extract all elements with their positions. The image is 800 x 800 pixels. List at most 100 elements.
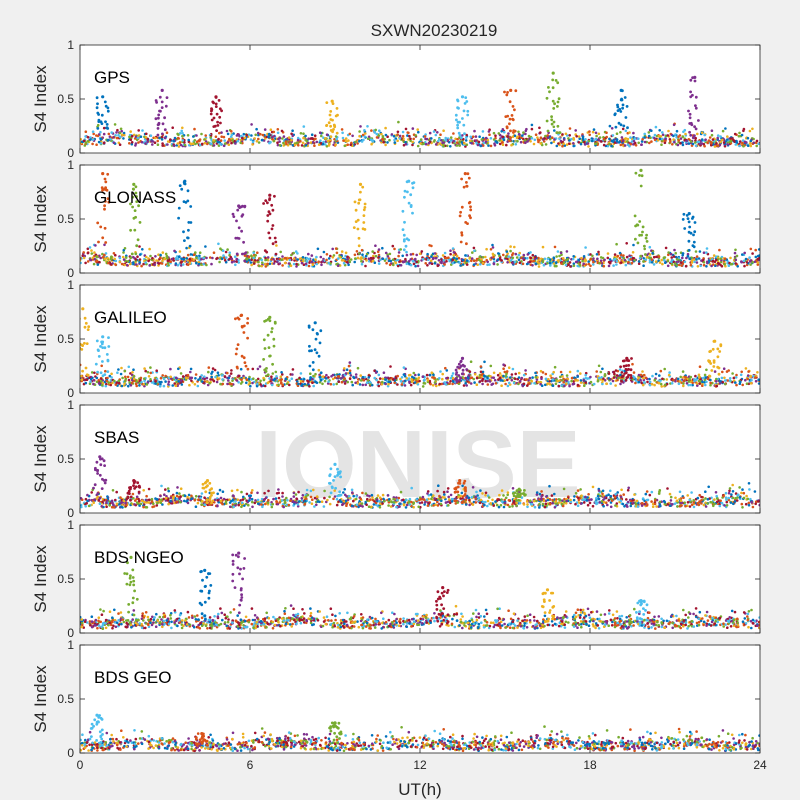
data-point bbox=[211, 367, 215, 370]
data-point bbox=[634, 381, 637, 385]
data-point bbox=[357, 201, 361, 205]
data-point bbox=[372, 254, 375, 258]
data-point bbox=[128, 381, 131, 384]
data-point bbox=[192, 253, 196, 256]
data-point bbox=[551, 136, 554, 139]
data-point bbox=[361, 253, 364, 256]
data-point bbox=[567, 142, 571, 145]
data-point bbox=[681, 143, 685, 147]
data-point-peak bbox=[407, 179, 411, 183]
data-point bbox=[481, 255, 485, 259]
data-point bbox=[535, 378, 539, 381]
data-point bbox=[181, 131, 184, 135]
data-point bbox=[97, 381, 101, 385]
data-point bbox=[83, 144, 87, 147]
data-point bbox=[400, 376, 404, 379]
data-point bbox=[320, 263, 323, 267]
data-point bbox=[405, 377, 409, 380]
data-point bbox=[124, 375, 127, 379]
data-point bbox=[255, 127, 258, 131]
data-point bbox=[506, 114, 510, 118]
data-point bbox=[688, 225, 692, 229]
data-point bbox=[746, 377, 750, 381]
data-point bbox=[658, 374, 661, 377]
data-point bbox=[733, 251, 737, 255]
data-point bbox=[134, 382, 138, 386]
data-point bbox=[396, 383, 399, 386]
data-point bbox=[223, 259, 227, 262]
data-point bbox=[712, 359, 716, 363]
data-point bbox=[500, 384, 503, 388]
data-point bbox=[166, 140, 170, 143]
data-point bbox=[672, 123, 676, 127]
data-point bbox=[404, 142, 408, 146]
data-point bbox=[337, 380, 341, 384]
data-point bbox=[262, 338, 266, 342]
data-point bbox=[643, 373, 646, 377]
data-point bbox=[568, 370, 572, 374]
data-point bbox=[354, 376, 358, 379]
data-point bbox=[667, 373, 671, 377]
data-point bbox=[638, 174, 641, 177]
data-point bbox=[541, 371, 545, 374]
data-point bbox=[477, 140, 481, 144]
data-point bbox=[247, 377, 251, 381]
data-point bbox=[652, 255, 656, 259]
data-point bbox=[344, 372, 348, 375]
data-point bbox=[508, 122, 511, 126]
data-point-peak bbox=[463, 172, 467, 176]
data-point bbox=[331, 373, 335, 377]
data-point bbox=[626, 143, 630, 146]
data-point bbox=[426, 378, 430, 382]
data-point bbox=[115, 136, 119, 140]
data-point bbox=[214, 105, 218, 108]
data-point bbox=[626, 126, 629, 130]
data-point bbox=[561, 375, 564, 378]
data-point bbox=[532, 259, 536, 263]
data-point bbox=[270, 327, 274, 330]
data-point bbox=[572, 264, 576, 268]
data-point bbox=[615, 138, 619, 142]
data-point bbox=[709, 383, 712, 387]
data-point bbox=[82, 251, 85, 254]
data-point bbox=[594, 137, 597, 141]
data-point bbox=[658, 129, 661, 132]
data-point bbox=[612, 376, 616, 379]
data-point bbox=[103, 204, 106, 208]
data-point bbox=[726, 143, 729, 146]
data-point bbox=[177, 206, 181, 210]
data-point bbox=[594, 131, 598, 135]
data-point bbox=[161, 142, 164, 145]
data-point bbox=[176, 263, 180, 267]
data-point bbox=[511, 367, 515, 371]
data-point bbox=[399, 377, 402, 381]
data-point bbox=[91, 138, 95, 141]
data-point bbox=[86, 373, 90, 377]
data-point bbox=[533, 381, 536, 385]
data-point bbox=[491, 382, 495, 386]
data-point bbox=[257, 260, 260, 264]
data-point bbox=[745, 141, 748, 144]
data-point bbox=[154, 99, 158, 102]
data-point bbox=[506, 252, 510, 255]
data-point bbox=[544, 143, 548, 146]
data-point bbox=[295, 141, 299, 145]
data-point bbox=[615, 374, 619, 377]
data-point bbox=[409, 137, 412, 141]
data-point bbox=[597, 364, 601, 368]
data-point bbox=[356, 142, 359, 145]
data-point bbox=[247, 133, 251, 136]
data-point bbox=[273, 194, 276, 198]
data-point-peak bbox=[687, 212, 691, 216]
data-point bbox=[710, 141, 713, 145]
data-point bbox=[207, 370, 210, 374]
data-point bbox=[239, 205, 243, 209]
data-point bbox=[103, 177, 107, 181]
data-point bbox=[205, 376, 209, 380]
data-point bbox=[175, 380, 178, 384]
data-point bbox=[481, 261, 485, 265]
data-point bbox=[595, 142, 598, 145]
data-point bbox=[384, 126, 387, 130]
data-point bbox=[86, 136, 90, 139]
y-axis-label: S4 Index bbox=[31, 185, 50, 253]
